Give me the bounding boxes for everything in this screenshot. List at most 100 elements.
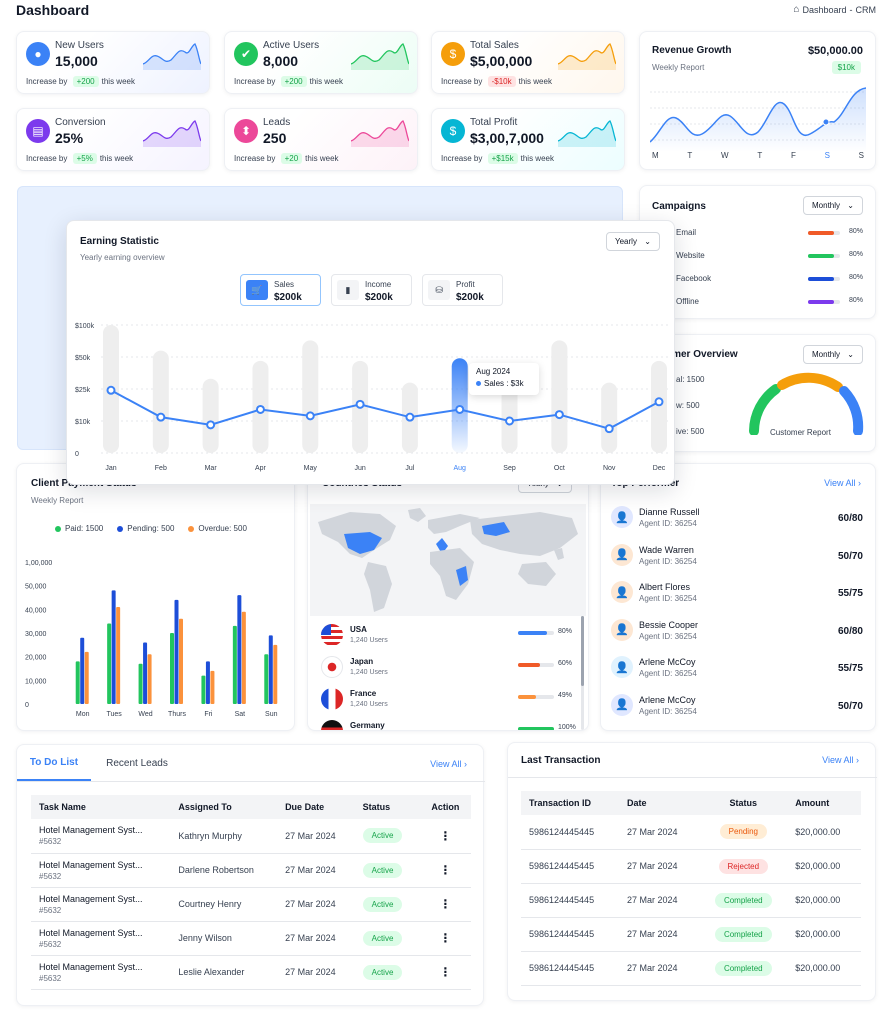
flag-usa-icon (321, 624, 343, 646)
sales-point-jul[interactable] (405, 412, 415, 422)
customer-row-new: w: 500 (676, 401, 700, 410)
stat-sparkline (143, 43, 201, 70)
transaction-id: 5986124445445 (521, 849, 619, 884)
gauge-label: Customer Report (770, 428, 831, 437)
table-row[interactable]: Hotel Management Syst... #5632 Jenny Wilso… (31, 921, 471, 956)
table-row[interactable]: Hotel Management Syst... #5632 Darlene Rob… (31, 853, 471, 888)
payment-bar (273, 644, 278, 704)
payment-bar (138, 663, 143, 704)
performer-name: Dianne Russell (639, 507, 700, 517)
more-vertical-icon[interactable]: ⋮ (419, 955, 471, 990)
x-tick-label: Fri (204, 711, 213, 718)
table-row[interactable]: 5986124445445 27 Mar 2024 Rejected $20,000.… (521, 849, 861, 884)
sales-line (110, 389, 660, 430)
performer-agent-id: Agent ID: 36254 (639, 631, 697, 641)
chevron-down-icon: ⌄ (847, 350, 854, 359)
earning-tab-profit[interactable]: ⛁ Profit $200k (422, 274, 503, 306)
chevron-right-icon: › (856, 755, 859, 765)
sales-point-jun[interactable] (355, 399, 365, 409)
campaigns-filter[interactable]: Monthly ⌄ (803, 196, 863, 215)
earning-tab-income[interactable]: ▮ Income $200k (331, 274, 412, 306)
sales-point-feb[interactable] (156, 412, 166, 422)
campaign-label: Offline (676, 297, 699, 306)
more-vertical-icon[interactable]: ⋮ (419, 887, 471, 922)
performer-name: Arlene McCoy (639, 657, 696, 667)
tab-label: Sales (274, 280, 295, 289)
sales-point-sep[interactable] (505, 416, 515, 426)
stat-card-new-users: ● New Users 15,000 Increase by +200 this wee… (16, 31, 210, 94)
y-tick-label: $10k (75, 419, 91, 426)
table-row[interactable]: 5986124445445 27 Mar 2024 Pending $20,000.0… (521, 815, 861, 850)
transaction-view-all[interactable]: View All › (822, 755, 859, 765)
sales-point-jan[interactable] (106, 385, 116, 395)
payment-bar (107, 623, 112, 704)
table-row[interactable]: Hotel Management Syst... #5632 Kathryn Mur… (31, 819, 471, 854)
day-label: M (652, 151, 659, 160)
table-row[interactable]: Hotel Management Syst... #5632 Courtney He… (31, 887, 471, 922)
x-tick-label: Sun (265, 711, 278, 718)
transaction-date: 27 Mar 2024 (618, 849, 700, 884)
sales-point-aug[interactable] (455, 404, 465, 414)
campaign-pct: 80% (849, 251, 864, 258)
customer-filter[interactable]: Monthly ⌄ (803, 345, 863, 364)
more-vertical-icon[interactable]: ⋮ (419, 921, 471, 956)
performer-score: 60/80 (837, 625, 863, 637)
x-tick-label: Dec (653, 465, 666, 472)
country-name: Germany (350, 721, 385, 730)
stat-card-conversion: ▤ Conversion 25% Increase by +5% this week (16, 108, 210, 171)
sales-point-apr[interactable] (255, 404, 265, 414)
home-icon[interactable]: ⌂ (793, 4, 800, 15)
payment-bar (147, 654, 152, 704)
x-tick-label: Apr (255, 465, 267, 472)
stat-sparkline (558, 43, 616, 70)
tab-todo[interactable]: To Do List (17, 745, 91, 781)
coin-icon: ⛁ (428, 280, 450, 300)
performer-name: Albert Flores (639, 582, 691, 592)
sales-point-mar[interactable] (206, 420, 216, 430)
payment-bar (201, 675, 206, 704)
todo-view-all[interactable]: View All › (430, 759, 467, 769)
earning-tab-sales[interactable]: 🛒 Sales $200k (240, 274, 321, 306)
table-row[interactable]: Hotel Management Syst... #5632 Leslie Alex… (31, 955, 471, 990)
task-id: #5632 (39, 837, 62, 847)
sales-point-nov[interactable] (604, 424, 614, 434)
performer-agent-id: Agent ID: 36254 (639, 556, 697, 566)
more-vertical-icon[interactable]: ⋮ (419, 853, 471, 888)
campaigns-card: Campaigns Monthly ⌄ Email 80% Website 80% Fac… (639, 185, 876, 319)
x-tick-label: Nov (603, 465, 616, 472)
tab-recent-leads[interactable]: Recent Leads (106, 757, 168, 769)
sales-point-dec[interactable] (654, 397, 664, 407)
earning-chart: $100k $50k $25k $10k 0 Jan Feb Mar Apr May Jun Jul A… (75, 323, 669, 472)
stat-increase: Increase by +5% this week (26, 153, 134, 164)
stat-delta-badge: +5% (72, 153, 97, 164)
transaction-amount: $20,000.00 (787, 951, 861, 986)
payment-bar (170, 633, 174, 704)
earning-bar-oct (551, 340, 568, 453)
performer-view-all[interactable]: View All › (824, 478, 861, 488)
tooltip-dot-icon (476, 381, 481, 386)
stat-increase: Increase by +200 this week (26, 76, 135, 87)
breadcrumb-home[interactable]: Dashboard (802, 4, 847, 15)
countries-scrollbar[interactable] (581, 616, 584, 730)
table-row[interactable]: 5986124445445 27 Mar 2024 Completed $20,000… (521, 917, 861, 952)
payment-bar (232, 625, 237, 704)
stat-delta-badge: +$15k (487, 153, 518, 164)
payment-status-card: Client Payment Status Weekly Report Paid… (16, 463, 295, 731)
breadcrumb: ⌂ Dashboard - CRM (793, 4, 876, 15)
task-id: #5632 (39, 973, 62, 983)
sales-point-oct[interactable] (554, 410, 564, 420)
earning-filter[interactable]: Yearly ⌄ (606, 232, 660, 251)
payment-bar (111, 590, 116, 704)
sales-point-may[interactable] (305, 411, 315, 421)
table-row[interactable]: 5986124445445 27 Mar 2024 Completed $20,000… (521, 951, 861, 986)
due-date: 27 Mar 2024 (277, 955, 355, 990)
stat-title: Total Profit (470, 117, 518, 128)
customer-row-total: al: 1500 (676, 375, 705, 384)
table-row[interactable]: 5986124445445 27 Mar 2024 Completed $20,000… (521, 883, 861, 918)
flag-germany-icon (321, 720, 343, 730)
x-tick-label: Mar (205, 465, 218, 472)
more-vertical-icon[interactable]: ⋮ (419, 819, 471, 854)
payment-bar-chart: 1,00,000 50,000 40,000 30,000 20,000 10,000 0 M… (25, 560, 278, 718)
profit-icon: $ (441, 119, 465, 143)
earning-tooltip: Aug 2024 Sales : $3k (469, 363, 539, 395)
